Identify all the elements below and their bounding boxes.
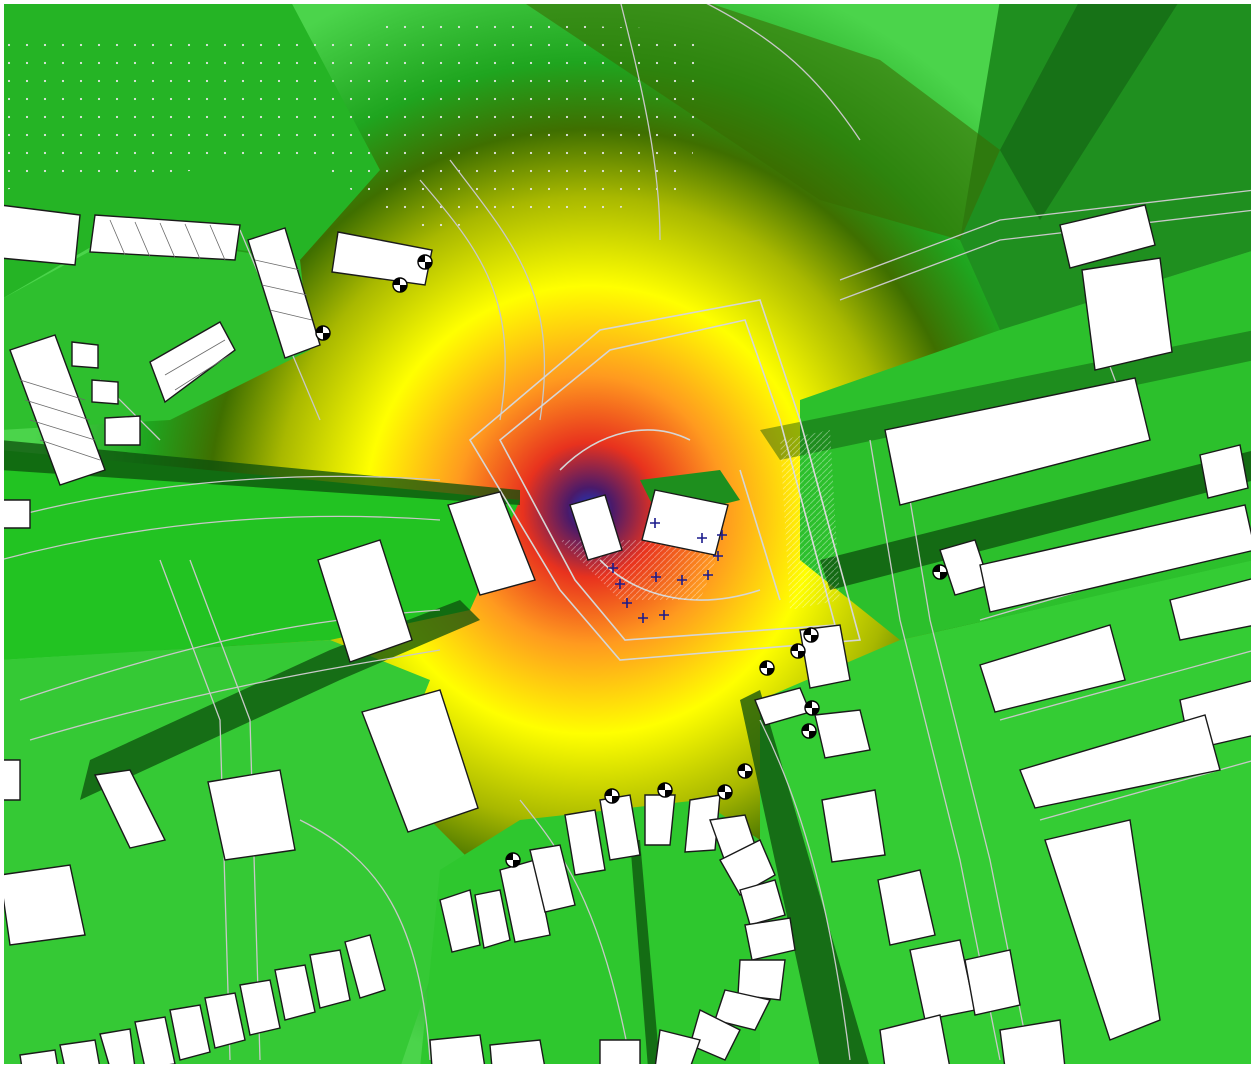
receptor-point-icon xyxy=(790,643,806,659)
noise-source-cross-icon xyxy=(697,533,707,543)
receptor-point-icon xyxy=(315,325,331,341)
receptor-point-icon xyxy=(392,277,408,293)
receptor-point-icon xyxy=(505,852,521,868)
receptor-point-icon xyxy=(417,254,433,270)
noise-source-cross-icon xyxy=(608,563,618,573)
noise-source-cross-icon xyxy=(713,551,723,561)
receptor-point-icon xyxy=(803,627,819,643)
receptor-point-icon xyxy=(804,700,820,716)
noise-source-cross-icon xyxy=(651,572,661,582)
buildings xyxy=(0,204,1255,1068)
receptor-points xyxy=(315,254,948,868)
noise-source-cross-icon xyxy=(650,518,660,528)
hatched-parking xyxy=(780,430,840,610)
noise-source-cross-icon xyxy=(622,598,632,608)
noise-sources xyxy=(608,518,727,623)
receptor-point-icon xyxy=(737,763,753,779)
open-land-area xyxy=(0,20,700,230)
receptor-point-icon xyxy=(604,788,620,804)
noise-source-cross-icon xyxy=(615,579,625,589)
roof-details xyxy=(19,219,313,461)
receptor-point-icon xyxy=(759,660,775,676)
receptor-point-icon xyxy=(657,782,673,798)
noise-source-cross-icon xyxy=(638,613,648,623)
noise-source-cross-icon xyxy=(677,575,687,585)
receptor-point-icon xyxy=(717,784,733,800)
noise-source-cross-icon xyxy=(659,610,669,620)
noise-source-cross-icon xyxy=(703,570,713,580)
receptor-point-icon xyxy=(932,564,948,580)
noise-source-cross-icon xyxy=(717,530,727,540)
receptor-point-icon xyxy=(801,723,817,739)
